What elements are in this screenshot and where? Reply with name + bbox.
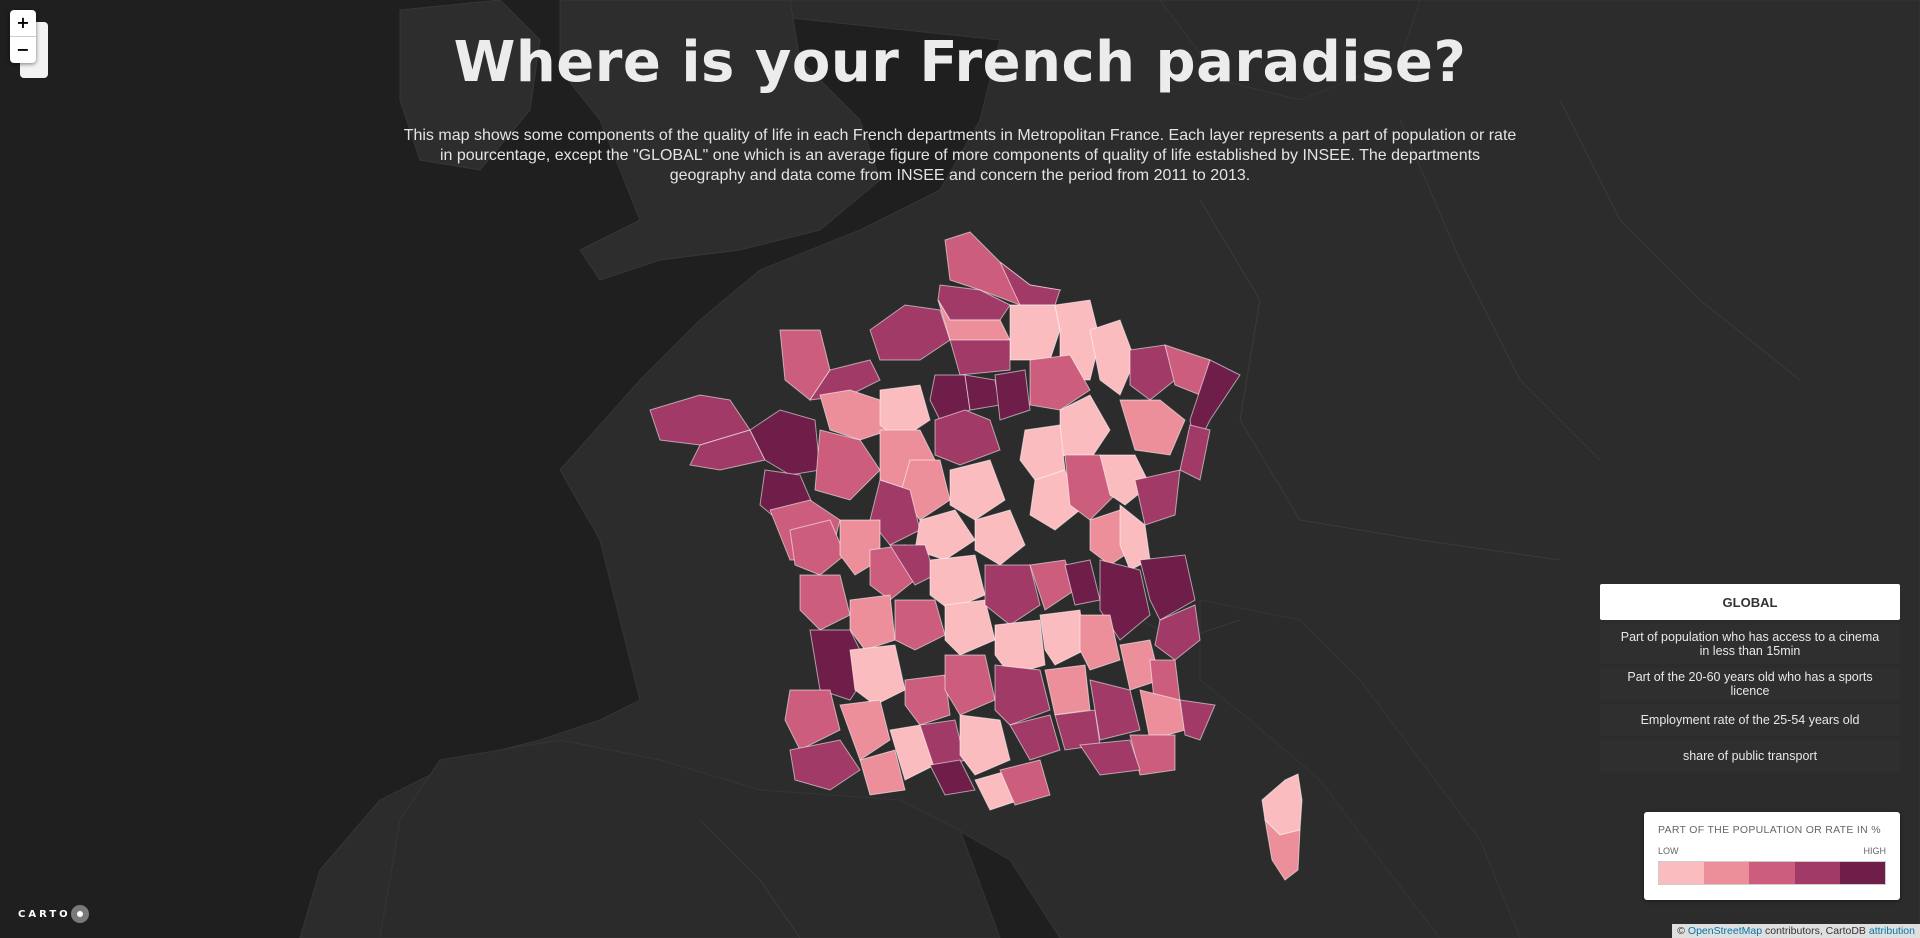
department-region[interactable] [1079, 739, 1141, 776]
map-attribution: © OpenStreetMap contributors, CartoDB at… [1672, 924, 1920, 938]
department-region[interactable] [1039, 609, 1086, 666]
legend-color-ramp [1658, 861, 1886, 885]
department-region[interactable] [994, 369, 1031, 421]
department-region[interactable] [894, 599, 946, 651]
department-region[interactable] [1009, 714, 1061, 761]
legend-swatch [1704, 862, 1750, 884]
department-region[interactable] [1154, 604, 1201, 661]
department-region[interactable] [944, 599, 996, 656]
department-region[interactable] [1079, 614, 1121, 671]
department-region[interactable] [1089, 679, 1141, 741]
department-region[interactable] [839, 699, 891, 761]
department-region[interactable] [1099, 559, 1151, 641]
department-region[interactable] [964, 374, 1001, 411]
department-region[interactable] [859, 749, 906, 796]
department-region[interactable] [1134, 469, 1181, 526]
layer-button-global[interactable]: GLOBAL [1600, 584, 1900, 620]
department-region[interactable] [999, 261, 1061, 306]
legend: PART OF THE POPULATION OR RATE IN % LOW … [1644, 812, 1900, 900]
department-region[interactable] [974, 509, 1026, 566]
attribution-osm-link[interactable]: OpenStreetMap [1687, 925, 1763, 937]
carto-logo-text: CARTO [18, 908, 71, 920]
legend-scale-labels: LOW HIGH [1658, 846, 1886, 856]
legend-swatch [1839, 862, 1886, 884]
attribution-copyright: © [1677, 925, 1685, 937]
department-region[interactable] [904, 674, 951, 726]
layer-button-cinema[interactable]: Part of population who has access to a c… [1600, 624, 1900, 664]
department-region[interactable] [994, 664, 1051, 726]
department-region[interactable] [1119, 399, 1186, 456]
legend-swatch [1749, 862, 1795, 884]
legend-high-label: HIGH [1863, 846, 1887, 856]
department-region[interactable] [1089, 319, 1136, 396]
map-description: This map shows some components of the qu… [403, 127, 1517, 184]
attribution-link[interactable]: attribution [1868, 925, 1915, 937]
layer-button-public-transport[interactable]: share of public transport [1600, 740, 1900, 772]
britain-land [559, 0, 881, 281]
legend-swatch [1659, 862, 1705, 884]
department-region[interactable] [869, 479, 921, 546]
attribution-contributors: contributors, CartoDB [1764, 925, 1866, 937]
department-region[interactable] [814, 429, 881, 501]
department-region[interactable] [1029, 354, 1091, 411]
italy-land [1199, 599, 1521, 938]
department-region[interactable] [949, 339, 1011, 376]
department-region[interactable] [934, 409, 1001, 466]
zoom-out-button[interactable]: − [10, 36, 36, 63]
carto-logo[interactable]: CARTO [18, 905, 89, 923]
iberia-land [379, 739, 1001, 938]
department-region[interactable] [1179, 699, 1216, 741]
department-region[interactable] [1064, 454, 1116, 521]
department-region[interactable] [944, 654, 996, 716]
department-region[interactable] [849, 594, 896, 651]
map-title: Where is your French paradise? [453, 30, 1467, 95]
department-region[interactable] [929, 759, 976, 796]
department-region[interactable] [1264, 818, 1301, 881]
department-region[interactable] [984, 564, 1041, 626]
legend-swatch [1794, 862, 1840, 884]
ireland-land [399, 0, 541, 171]
department-region[interactable] [789, 739, 861, 791]
scandinavia-land [1159, 0, 1421, 101]
department-region[interactable] [808, 359, 881, 401]
department-region[interactable] [849, 644, 906, 706]
carto-logo-icon [70, 905, 89, 923]
layer-button-sports-licence[interactable]: Part of the 20-60 years old who has a sp… [1600, 668, 1900, 700]
layer-button-employment-rate[interactable]: Employment rate of the 25-54 years old [1600, 704, 1900, 736]
department-region[interactable] [799, 574, 851, 631]
department-region[interactable] [1129, 344, 1176, 401]
department-region[interactable] [949, 459, 1006, 521]
department-region[interactable] [999, 759, 1051, 806]
department-region[interactable] [1179, 424, 1211, 481]
department-region[interactable] [1139, 554, 1196, 621]
department-region[interactable] [789, 519, 846, 576]
france-departments[interactable] [649, 231, 1303, 881]
legend-title: PART OF THE POPULATION OR RATE IN % [1658, 824, 1881, 836]
department-region[interactable] [1119, 503, 1151, 571]
department-region[interactable] [1044, 664, 1091, 716]
department-region[interactable] [959, 714, 1011, 776]
zoom-in-button[interactable]: + [16, 13, 30, 32]
department-region[interactable] [784, 689, 841, 751]
department-region[interactable] [1009, 304, 1061, 361]
legend-low-label: LOW [1658, 846, 1679, 856]
zoom-control: + − [10, 10, 36, 63]
department-region[interactable] [689, 429, 766, 471]
layer-selector: GLOBAL Part of population who has access… [1600, 584, 1900, 776]
